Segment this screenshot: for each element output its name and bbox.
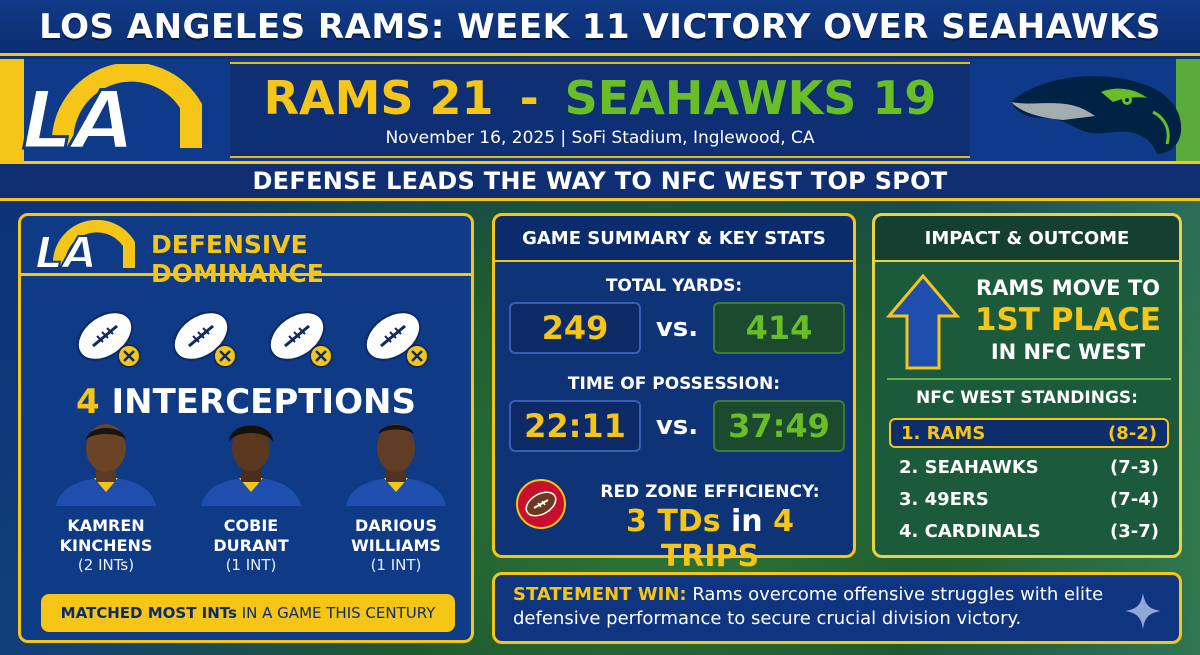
record-note: MATCHED MOST INTs IN A GAME THIS CENTURY bbox=[41, 594, 455, 632]
seahawks-score: SEAHAWKS 19 bbox=[564, 71, 937, 125]
total-yards-label: TOTAL YARDS: bbox=[605, 276, 743, 296]
divider bbox=[887, 378, 1171, 380]
standings-record: (7-4) bbox=[1110, 488, 1159, 510]
vs-label: vs. bbox=[655, 411, 699, 441]
standings-row: 4. CARDINALS (3-7) bbox=[889, 516, 1169, 546]
game-summary-panel: GAME SUMMARY & KEY STATS TOTAL YARDS: 24… bbox=[492, 213, 856, 574]
standings-team: 1. RAMS bbox=[901, 422, 986, 444]
red-zone-trips: 4 TRIPS bbox=[660, 504, 794, 574]
player-first-name: DARIOUS bbox=[354, 516, 438, 535]
statement-body: Rams overcome offensive struggles with e… bbox=[513, 584, 1109, 629]
football-icon bbox=[364, 311, 429, 368]
score-line: RAMS 21 - SEAHAWKS 19 bbox=[264, 72, 937, 124]
red-zone-in: in bbox=[720, 504, 774, 539]
record-note-bold: MATCHED MOST INTs bbox=[60, 604, 237, 622]
player-last-name: DURANT bbox=[213, 536, 289, 555]
impact-panel: IMPACT & OUTCOME RAMS MOVE TO 1ST PLACE … bbox=[872, 213, 1182, 558]
seahawks-time-of-possession: 37:49 bbox=[713, 400, 845, 452]
player-card: KAMREN KINCHENS (2 INTs) bbox=[46, 416, 166, 586]
total-yards-row: 249 vs. 414 bbox=[509, 302, 845, 354]
interceptions-word: INTERCEPTIONS bbox=[111, 382, 417, 422]
rams-time-of-possession: 22:11 bbox=[509, 400, 641, 452]
player-stat: (1 INT) bbox=[225, 556, 277, 574]
seahawks-logo bbox=[1011, 76, 1182, 154]
player-stat: (2 INTs) bbox=[77, 556, 135, 574]
standings-record: (7-3) bbox=[1110, 456, 1159, 478]
statement-panel: STATEMENT WIN: Rams overcome offensive s… bbox=[492, 572, 1182, 644]
impact-line-2: 1ST PLACE bbox=[974, 302, 1162, 338]
impact-message: RAMS MOVE TO 1ST PLACE IN NFC WEST bbox=[963, 274, 1173, 366]
seahawks-total-yards: 414 bbox=[713, 302, 845, 354]
interceptions-number: 4 bbox=[75, 382, 100, 422]
time-of-possession-label: TIME OF POSSESSION: bbox=[567, 374, 781, 394]
red-zone-tds: 3 TDs bbox=[626, 504, 721, 539]
impact-line-3: IN NFC WEST bbox=[990, 340, 1146, 364]
vs-label: vs. bbox=[655, 313, 699, 343]
rams-mini-logo-text: LA bbox=[35, 228, 97, 272]
player-stat: (1 INT) bbox=[370, 556, 422, 574]
rams-score: RAMS 21 bbox=[263, 71, 494, 125]
arrow-up-icon bbox=[885, 273, 961, 370]
impact-heading: IMPACT & OUTCOME bbox=[875, 216, 1179, 262]
standings-record: (3-7) bbox=[1110, 520, 1159, 542]
football-icon bbox=[76, 311, 141, 368]
statement-text: STATEMENT WIN: Rams overcome offensive s… bbox=[513, 583, 1123, 631]
rams-logo: LA bbox=[21, 64, 202, 156]
player-avatar bbox=[346, 424, 446, 506]
game-date-location: November 16, 2025 | SoFi Stadium, Inglew… bbox=[385, 128, 815, 148]
page-title: LOS ANGELES RAMS: WEEK 11 VICTORY OVER S… bbox=[39, 6, 1161, 47]
standings-team: 3. 49ERS bbox=[899, 488, 989, 510]
standings-row: 2. SEAHAWKS (7-3) bbox=[889, 452, 1169, 482]
player-last-name: WILLIAMS bbox=[351, 536, 441, 555]
standings-team: 2. SEAHAWKS bbox=[899, 456, 1039, 478]
statement-lead: STATEMENT WIN: bbox=[513, 584, 687, 605]
interceptions-total: 4 INTERCEPTIONS bbox=[21, 382, 471, 422]
player-list: KAMREN KINCHENS (2 INTs) COBIE DURANT (1… bbox=[46, 416, 456, 586]
sparkle-icon bbox=[1125, 593, 1161, 629]
player-avatar bbox=[201, 425, 301, 506]
impact-line-1: RAMS MOVE TO bbox=[975, 276, 1161, 300]
player-avatar bbox=[56, 424, 156, 506]
defense-panel: LA DEFENSIVE DOMINANCE bbox=[18, 213, 474, 643]
subtitle-bar: DEFENSE LEADS THE WAY TO NFC WEST TOP SP… bbox=[0, 161, 1200, 201]
rams-mini-logo: LA bbox=[34, 220, 135, 272]
title-bar: LOS ANGELES RAMS: WEEK 11 VICTORY OVER S… bbox=[0, 0, 1200, 56]
defense-heading: DEFENSIVE DOMINANCE bbox=[151, 230, 324, 288]
standings-row: 1. RAMS (8-2) bbox=[889, 418, 1169, 448]
standings-row: 3. 49ERS (7-4) bbox=[889, 484, 1169, 514]
rams-logo-text: LA bbox=[22, 74, 135, 156]
score-dash: - bbox=[519, 71, 539, 125]
player-first-name: COBIE bbox=[223, 516, 279, 535]
player-first-name: KAMREN bbox=[67, 516, 145, 535]
red-zone-football-icon bbox=[516, 479, 566, 529]
rams-total-yards: 249 bbox=[509, 302, 641, 354]
player-last-name: KINCHENS bbox=[59, 536, 153, 555]
red-zone-value: 3 TDs in 4 TRIPS bbox=[575, 504, 845, 574]
subtitle: DEFENSE LEADS THE WAY TO NFC WEST TOP SP… bbox=[252, 167, 948, 195]
player-card: COBIE DURANT (1 INT) bbox=[191, 416, 311, 586]
game-summary-heading: GAME SUMMARY & KEY STATS bbox=[495, 216, 853, 262]
standings-record: (8-2) bbox=[1108, 422, 1157, 444]
standings-team: 4. CARDINALS bbox=[899, 520, 1041, 542]
red-zone-label: RED ZONE EFFICIENCY: bbox=[600, 482, 820, 502]
record-note-rest: IN A GAME THIS CENTURY bbox=[236, 604, 436, 622]
score-panel: RAMS 21 - SEAHAWKS 19 November 16, 2025 … bbox=[230, 62, 970, 158]
football-icon bbox=[268, 311, 333, 368]
player-card: DARIOUS WILLIAMS (1 INT) bbox=[336, 416, 456, 586]
football-icon bbox=[172, 311, 237, 368]
standings-title: NFC WEST STANDINGS: bbox=[916, 388, 1138, 408]
time-of-possession-row: 22:11 vs. 37:49 bbox=[509, 400, 845, 452]
defense-panel-header: LA DEFENSIVE DOMINANCE bbox=[21, 216, 471, 288]
interception-icons bbox=[71, 304, 431, 374]
